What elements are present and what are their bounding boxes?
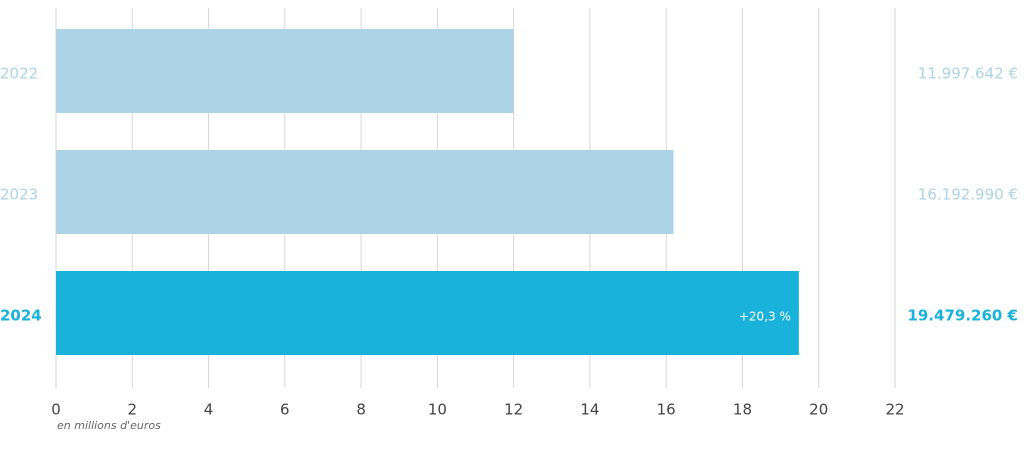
y-tick-label: 2022 <box>0 65 38 83</box>
value-label: 16.192.990 € <box>918 186 1018 204</box>
bar <box>56 271 799 355</box>
value-label: 11.997.642 € <box>918 65 1018 83</box>
y-tick-label: 2023 <box>0 186 38 204</box>
x-tick-label: 8 <box>356 401 366 419</box>
value-label: 19.479.260 € <box>907 307 1018 325</box>
x-tick-label: 0 <box>51 401 61 419</box>
bar <box>56 29 514 113</box>
x-tick-label: 6 <box>280 401 290 419</box>
x-tick-label: 20 <box>809 401 828 419</box>
x-tick-label: 2 <box>127 401 137 419</box>
x-tick-label: 14 <box>580 401 599 419</box>
x-tick-label: 16 <box>657 401 676 419</box>
bar <box>56 150 674 234</box>
x-tick-label: 22 <box>885 401 904 419</box>
x-tick-label: 10 <box>428 401 447 419</box>
y-tick-label: 2024 <box>0 307 42 325</box>
x-tick-label: 12 <box>504 401 523 419</box>
x-tick-label: 18 <box>733 401 752 419</box>
x-axis-label: en millions d'euros <box>57 419 161 432</box>
x-tick-label: 4 <box>204 401 214 419</box>
annotation: +20,3 % <box>739 310 791 324</box>
